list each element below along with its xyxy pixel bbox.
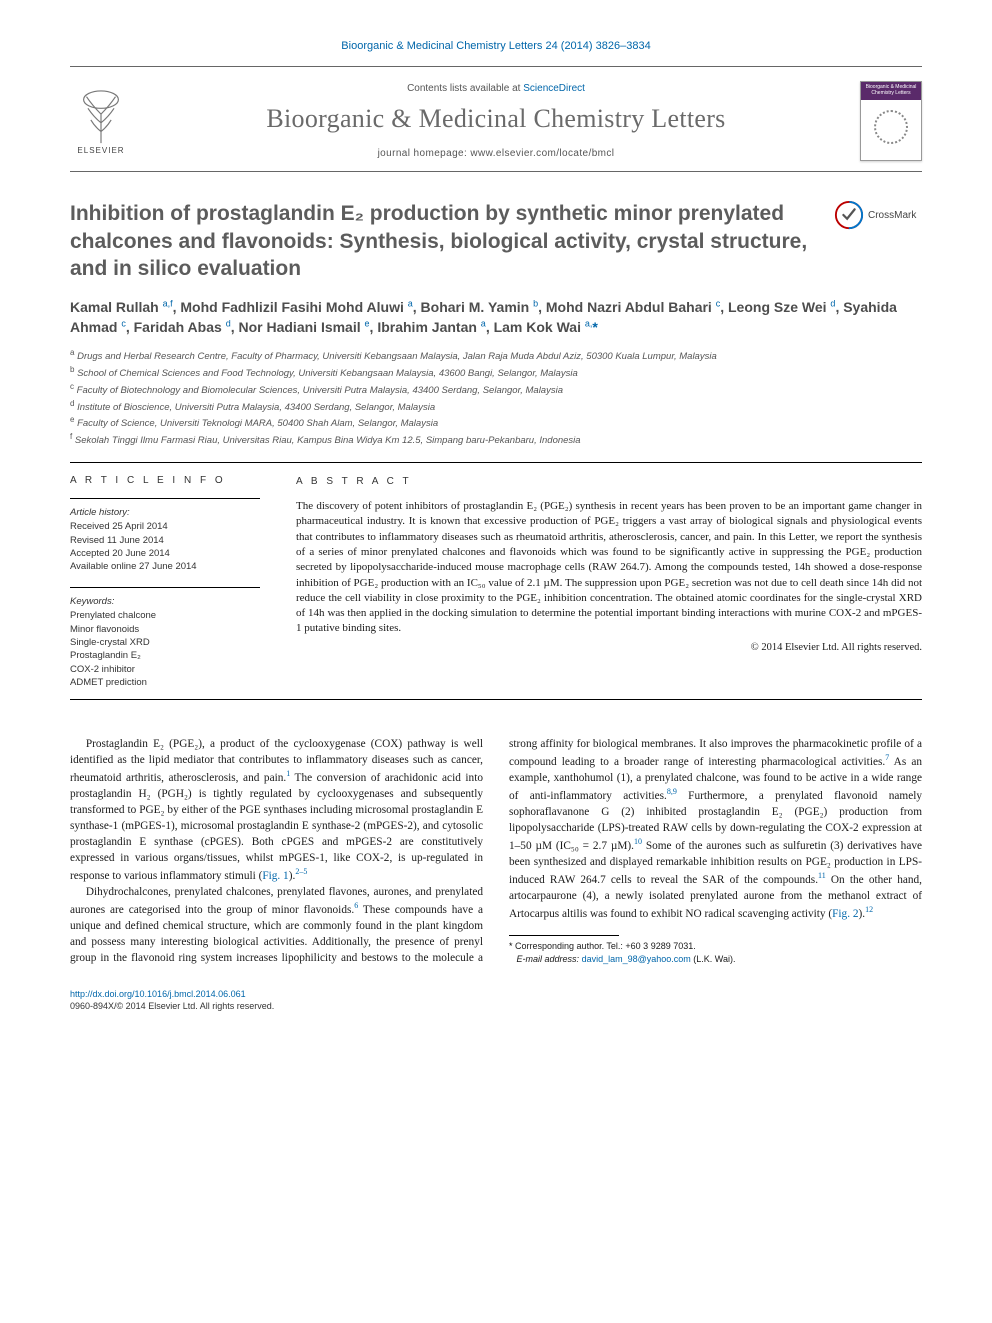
crossmark-label: CrossMark (868, 210, 916, 221)
body-paragraph: Prostaglandin E₂ (PGE₂), a product of th… (70, 736, 483, 884)
ref-link[interactable]: 11 (818, 871, 826, 880)
journal-header: ELSEVIER Contents lists available at Sci… (70, 66, 922, 172)
authors-list: Kamal Rullah a,f, Mohd Fadhlizil Fasihi … (70, 297, 922, 338)
contents-available-line: Contents lists available at ScienceDirec… (150, 83, 842, 94)
article-info-heading: A R T I C L E I N F O (70, 475, 260, 486)
ref-link[interactable]: 12 (865, 905, 873, 914)
journal-homepage: journal homepage: www.elsevier.com/locat… (150, 148, 842, 159)
journal-name: Bioorganic & Medicinal Chemistry Letters (150, 104, 842, 134)
abstract-copyright: © 2014 Elsevier Ltd. All rights reserved… (296, 641, 922, 656)
article-info-column: A R T I C L E I N F O Article history: R… (70, 463, 276, 699)
footnote-rule (509, 935, 619, 936)
affiliations-list: a Drugs and Herbal Research Centre, Facu… (70, 347, 922, 449)
issn-copyright: 0960-894X/© 2014 Elsevier Ltd. All right… (70, 1001, 274, 1011)
figure-link[interactable]: Fig. 2 (832, 907, 858, 919)
ref-link[interactable]: 2–5 (295, 867, 307, 876)
ref-link[interactable]: 10 (634, 837, 642, 846)
article-history-label: Article history: (70, 507, 260, 518)
journal-cover-thumbnail: Bioorganic & Medicinal Chemistry Letters (860, 81, 922, 161)
abstract-heading: A B S T R A C T (296, 475, 922, 489)
elsevier-logo: ELSEVIER (70, 85, 132, 157)
ref-link[interactable]: 8,9 (667, 787, 677, 796)
corresponding-email-link[interactable]: david_lam_98@yahoo.com (582, 954, 691, 964)
section-divider (70, 699, 922, 700)
corresponding-author-footnote: * Corresponding author. Tel.: +60 3 9289… (509, 940, 922, 964)
article-title: Inhibition of prostaglandin E₂ productio… (70, 200, 816, 283)
keywords-list: Prenylated chalconeMinor flavonoidsSingl… (70, 609, 260, 689)
article-body: Prostaglandin E₂ (PGE₂), a product of th… (70, 736, 922, 966)
doi-link[interactable]: http://dx.doi.org/10.1016/j.bmcl.2014.06… (70, 989, 246, 999)
abstract-column: A B S T R A C T The discovery of potent … (276, 463, 922, 699)
crossmark-badge[interactable]: CrossMark (834, 200, 922, 230)
sciencedirect-link[interactable]: ScienceDirect (523, 83, 585, 94)
keywords-label: Keywords: (70, 596, 260, 607)
crossmark-icon (834, 200, 864, 230)
doi-block: http://dx.doi.org/10.1016/j.bmcl.2014.06… (70, 988, 922, 1012)
abstract-text: The discovery of potent inhibitors of pr… (296, 499, 922, 637)
bibliographic-line: Bioorganic & Medicinal Chemistry Letters… (70, 40, 922, 52)
article-history: Received 25 April 2014Revised 11 June 20… (70, 520, 260, 573)
homepage-url[interactable]: www.elsevier.com/locate/bmcl (470, 148, 614, 159)
elsevier-wordmark: ELSEVIER (77, 146, 124, 155)
figure-link[interactable]: Fig. 1 (262, 870, 288, 882)
